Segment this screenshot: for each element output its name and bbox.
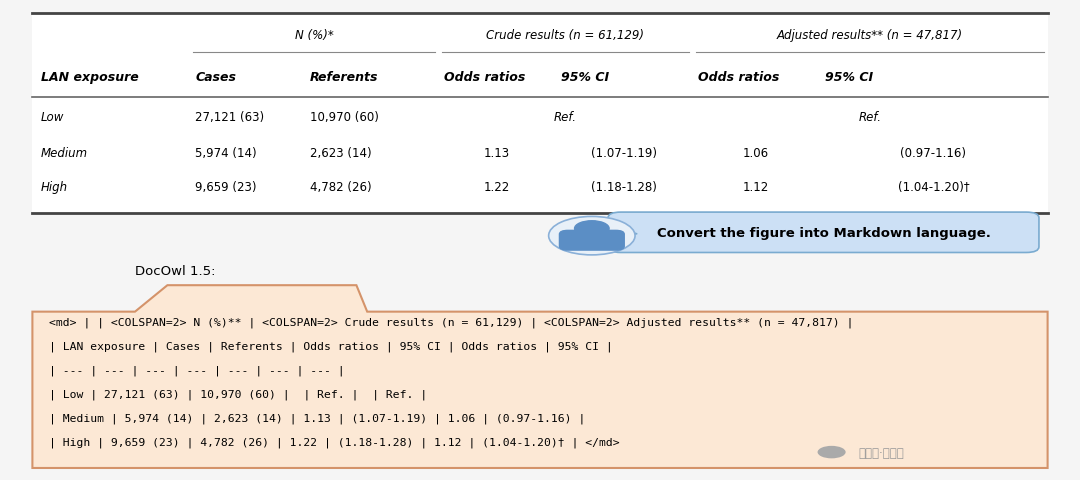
FancyBboxPatch shape (559, 231, 624, 251)
Text: (1.18-1.28): (1.18-1.28) (591, 180, 657, 193)
Text: | LAN exposure | Cases | Referents | Odds ratios | 95% CI | Odds ratios | 95% CI: | LAN exposure | Cases | Referents | Odd… (49, 341, 612, 351)
Text: Adjusted results** (n = 47,817): Adjusted results** (n = 47,817) (777, 29, 963, 42)
Text: <md> | | <COLSPAN=2> N (%)** | <COLSPAN=2> Crude results (n = 61,129) | <COLSPAN: <md> | | <COLSPAN=2> N (%)** | <COLSPAN=… (49, 317, 853, 327)
Text: 95% CI: 95% CI (825, 71, 873, 84)
Text: (0.97-1.16): (0.97-1.16) (901, 146, 967, 159)
Text: Odds ratios: Odds ratios (698, 71, 779, 84)
FancyBboxPatch shape (608, 213, 1039, 253)
Text: Referents: Referents (310, 71, 378, 84)
Text: 1.22: 1.22 (484, 180, 510, 193)
Polygon shape (32, 286, 1048, 468)
Text: | --- | --- | --- | --- | --- | --- | --- |: | --- | --- | --- | --- | --- | --- | --… (49, 365, 345, 375)
Circle shape (549, 217, 635, 255)
Text: LAN exposure: LAN exposure (41, 71, 139, 84)
Text: 1.06: 1.06 (743, 146, 769, 159)
Text: 公众号·量子位: 公众号·量子位 (859, 445, 904, 459)
Text: High: High (41, 180, 68, 193)
Text: 4,782 (26): 4,782 (26) (310, 180, 372, 193)
Circle shape (575, 221, 609, 237)
Polygon shape (625, 231, 637, 237)
Text: 27,121 (63): 27,121 (63) (195, 110, 265, 123)
Text: Cases: Cases (195, 71, 237, 84)
Circle shape (818, 446, 846, 458)
Text: Convert the figure into Markdown language.: Convert the figure into Markdown languag… (657, 226, 990, 240)
Text: (1.07-1.19): (1.07-1.19) (591, 146, 657, 159)
Text: Ref.: Ref. (859, 110, 881, 123)
FancyBboxPatch shape (32, 14, 1048, 214)
Text: Crude results (n = 61,129): Crude results (n = 61,129) (486, 29, 645, 42)
Text: DocOwl 1.5:: DocOwl 1.5: (135, 264, 216, 278)
Text: 9,659 (23): 9,659 (23) (195, 180, 257, 193)
Text: N (%)*: N (%)* (295, 29, 334, 42)
Text: | Medium | 5,974 (14) | 2,623 (14) | 1.13 | (1.07-1.19) | 1.06 | (0.97-1.16) |: | Medium | 5,974 (14) | 2,623 (14) | 1.1… (49, 413, 585, 423)
Text: Ref.: Ref. (554, 110, 577, 123)
Text: 95% CI: 95% CI (561, 71, 609, 84)
Text: Medium: Medium (41, 146, 89, 159)
Text: | Low | 27,121 (63) | 10,970 (60) |  | Ref. |  | Ref. |: | Low | 27,121 (63) | 10,970 (60) | | Re… (49, 389, 427, 399)
Text: 1.13: 1.13 (484, 146, 510, 159)
Text: (1.04-1.20)†: (1.04-1.20)† (897, 180, 969, 193)
Text: 1.12: 1.12 (743, 180, 769, 193)
Text: 10,970 (60): 10,970 (60) (310, 110, 379, 123)
Text: 5,974 (14): 5,974 (14) (195, 146, 257, 159)
Text: | High | 9,659 (23) | 4,782 (26) | 1.22 | (1.18-1.28) | 1.12 | (1.04-1.20)† | </: | High | 9,659 (23) | 4,782 (26) | 1.22 … (49, 437, 619, 447)
Text: Low: Low (41, 110, 65, 123)
Text: Odds ratios: Odds ratios (444, 71, 525, 84)
Text: 2,623 (14): 2,623 (14) (310, 146, 372, 159)
